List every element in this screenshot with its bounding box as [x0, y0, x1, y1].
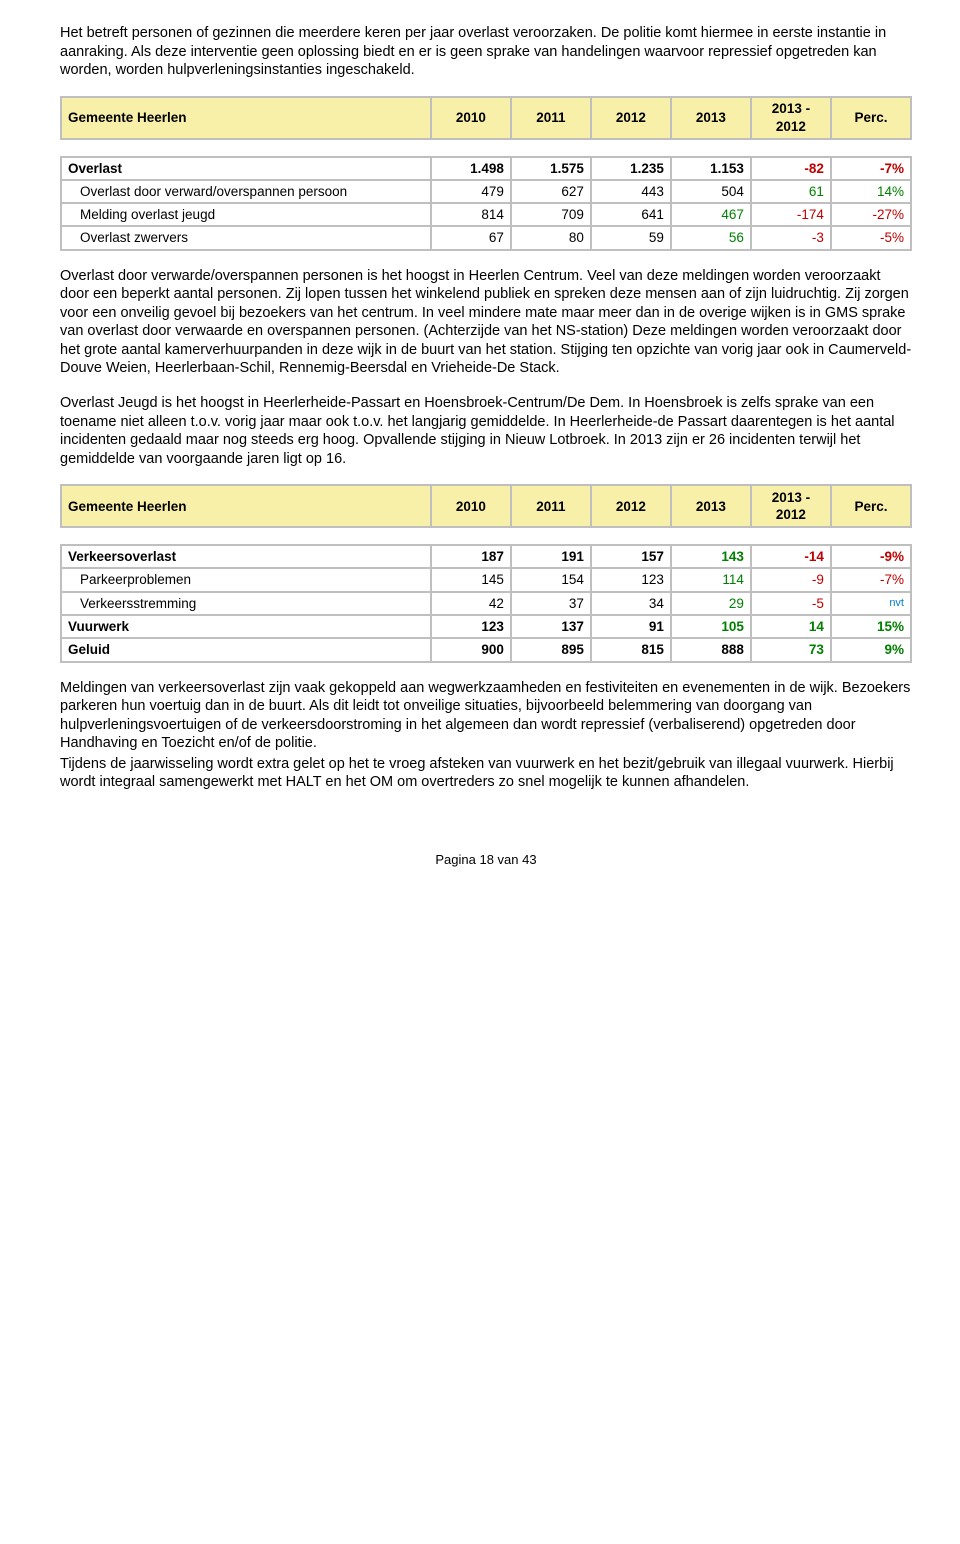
table-header-2: Gemeente Heerlen 2010 2011 2012 2013 201… [60, 484, 912, 528]
cell-value: 709 [512, 204, 590, 225]
table-row: Melding overlast jeugd814709641467-174-2… [62, 204, 910, 225]
cell-value: 467 [672, 204, 750, 225]
cell-value: 14% [832, 181, 910, 202]
cell-value: 143 [672, 546, 750, 567]
cell-value: 42 [432, 593, 510, 614]
row-label: Melding overlast jeugd [62, 204, 430, 225]
col-2012: 2012 [592, 486, 670, 526]
cell-value: 59 [592, 227, 670, 248]
paragraph-4: Meldingen van verkeersoverlast zijn vaak… [60, 679, 912, 753]
table-row: Parkeerproblemen145154123114-9-7% [62, 569, 910, 590]
cell-value: -174 [752, 204, 830, 225]
row-label: Parkeerproblemen [62, 569, 430, 590]
row-label: Overlast [62, 158, 430, 179]
row-label: Overlast door verward/overspannen persoo… [62, 181, 430, 202]
cell-value: 123 [432, 616, 510, 637]
cell-value: 37 [512, 593, 590, 614]
cell-value: 627 [512, 181, 590, 202]
table-row: Overlast1.4981.5751.2351.153-82-7% [62, 158, 910, 179]
cell-value: 61 [752, 181, 830, 202]
paragraph-2: Overlast door verwarde/overspannen perso… [60, 267, 912, 378]
col-2013: 2013 [672, 486, 750, 526]
cell-value: 14 [752, 616, 830, 637]
cell-value: 815 [592, 639, 670, 660]
paragraph-3: Overlast Jeugd is het hoogst in Heerlerh… [60, 394, 912, 468]
cell-value: 157 [592, 546, 670, 567]
col-2013: 2013 [672, 98, 750, 138]
cell-value: 137 [512, 616, 590, 637]
table-row: Geluid900895815888739% [62, 639, 910, 660]
cell-value: 15% [832, 616, 910, 637]
cell-value: -9 [752, 569, 830, 590]
col-2012: 2012 [592, 98, 670, 138]
cell-value: 91 [592, 616, 670, 637]
cell-value: 814 [432, 204, 510, 225]
table-overlast: Overlast1.4981.5751.2351.153-82-7%Overla… [60, 156, 912, 251]
header-title: Gemeente Heerlen [62, 486, 430, 526]
col-perc: Perc. [832, 98, 910, 138]
cell-value: -7% [832, 158, 910, 179]
cell-value: 187 [432, 546, 510, 567]
col-2010: 2010 [432, 98, 510, 138]
col-2010: 2010 [432, 486, 510, 526]
cell-value: 641 [592, 204, 670, 225]
col-diff: 2013 - 2012 [752, 486, 830, 526]
table-row: Verkeersstremming42373429-5nvt [62, 593, 910, 614]
cell-value: -82 [752, 158, 830, 179]
cell-value: 900 [432, 639, 510, 660]
cell-value: 105 [672, 616, 750, 637]
col-2011: 2011 [512, 98, 590, 138]
table-row: Verkeersoverlast187191157143-14-9% [62, 546, 910, 567]
col-perc: Perc. [832, 486, 910, 526]
cell-value: 73 [752, 639, 830, 660]
cell-value: -9% [832, 546, 910, 567]
cell-value: -14 [752, 546, 830, 567]
paragraph-5: Tijdens de jaarwisseling wordt extra gel… [60, 755, 912, 792]
cell-value: 56 [672, 227, 750, 248]
cell-value: 9% [832, 639, 910, 660]
row-label: Vuurwerk [62, 616, 430, 637]
cell-value: 479 [432, 181, 510, 202]
cell-value: -3 [752, 227, 830, 248]
cell-value: 1.235 [592, 158, 670, 179]
row-label: Verkeersstremming [62, 593, 430, 614]
cell-value: 888 [672, 639, 750, 660]
cell-value: 67 [432, 227, 510, 248]
cell-value: 1.575 [512, 158, 590, 179]
table-row: Overlast door verward/overspannen persoo… [62, 181, 910, 202]
cell-value: -5% [832, 227, 910, 248]
cell-value: 1.153 [672, 158, 750, 179]
cell-value: -7% [832, 569, 910, 590]
table-row: Vuurwerk123137911051415% [62, 616, 910, 637]
paragraph-1: Het betreft personen of gezinnen die mee… [60, 24, 912, 80]
cell-value: -5 [752, 593, 830, 614]
cell-value: 504 [672, 181, 750, 202]
page-footer: Pagina 18 van 43 [60, 852, 912, 869]
row-label: Overlast zwervers [62, 227, 430, 248]
cell-value: 191 [512, 546, 590, 567]
table-row: Overlast zwervers67805956-3-5% [62, 227, 910, 248]
row-label: Geluid [62, 639, 430, 660]
col-diff: 2013 - 2012 [752, 98, 830, 138]
cell-value: 154 [512, 569, 590, 590]
cell-value: 29 [672, 593, 750, 614]
header-title: Gemeente Heerlen [62, 98, 430, 138]
cell-value: 123 [592, 569, 670, 590]
cell-value: 114 [672, 569, 750, 590]
cell-value: 895 [512, 639, 590, 660]
cell-value: -27% [832, 204, 910, 225]
col-2011: 2011 [512, 486, 590, 526]
cell-value: 80 [512, 227, 590, 248]
cell-value: 34 [592, 593, 670, 614]
cell-value: 1.498 [432, 158, 510, 179]
cell-value: 145 [432, 569, 510, 590]
cell-value: 443 [592, 181, 670, 202]
cell-value: nvt [832, 593, 910, 614]
row-label: Verkeersoverlast [62, 546, 430, 567]
table-header-1: Gemeente Heerlen 2010 2011 2012 2013 201… [60, 96, 912, 140]
table-verkeer: Verkeersoverlast187191157143-14-9%Parkee… [60, 544, 912, 662]
